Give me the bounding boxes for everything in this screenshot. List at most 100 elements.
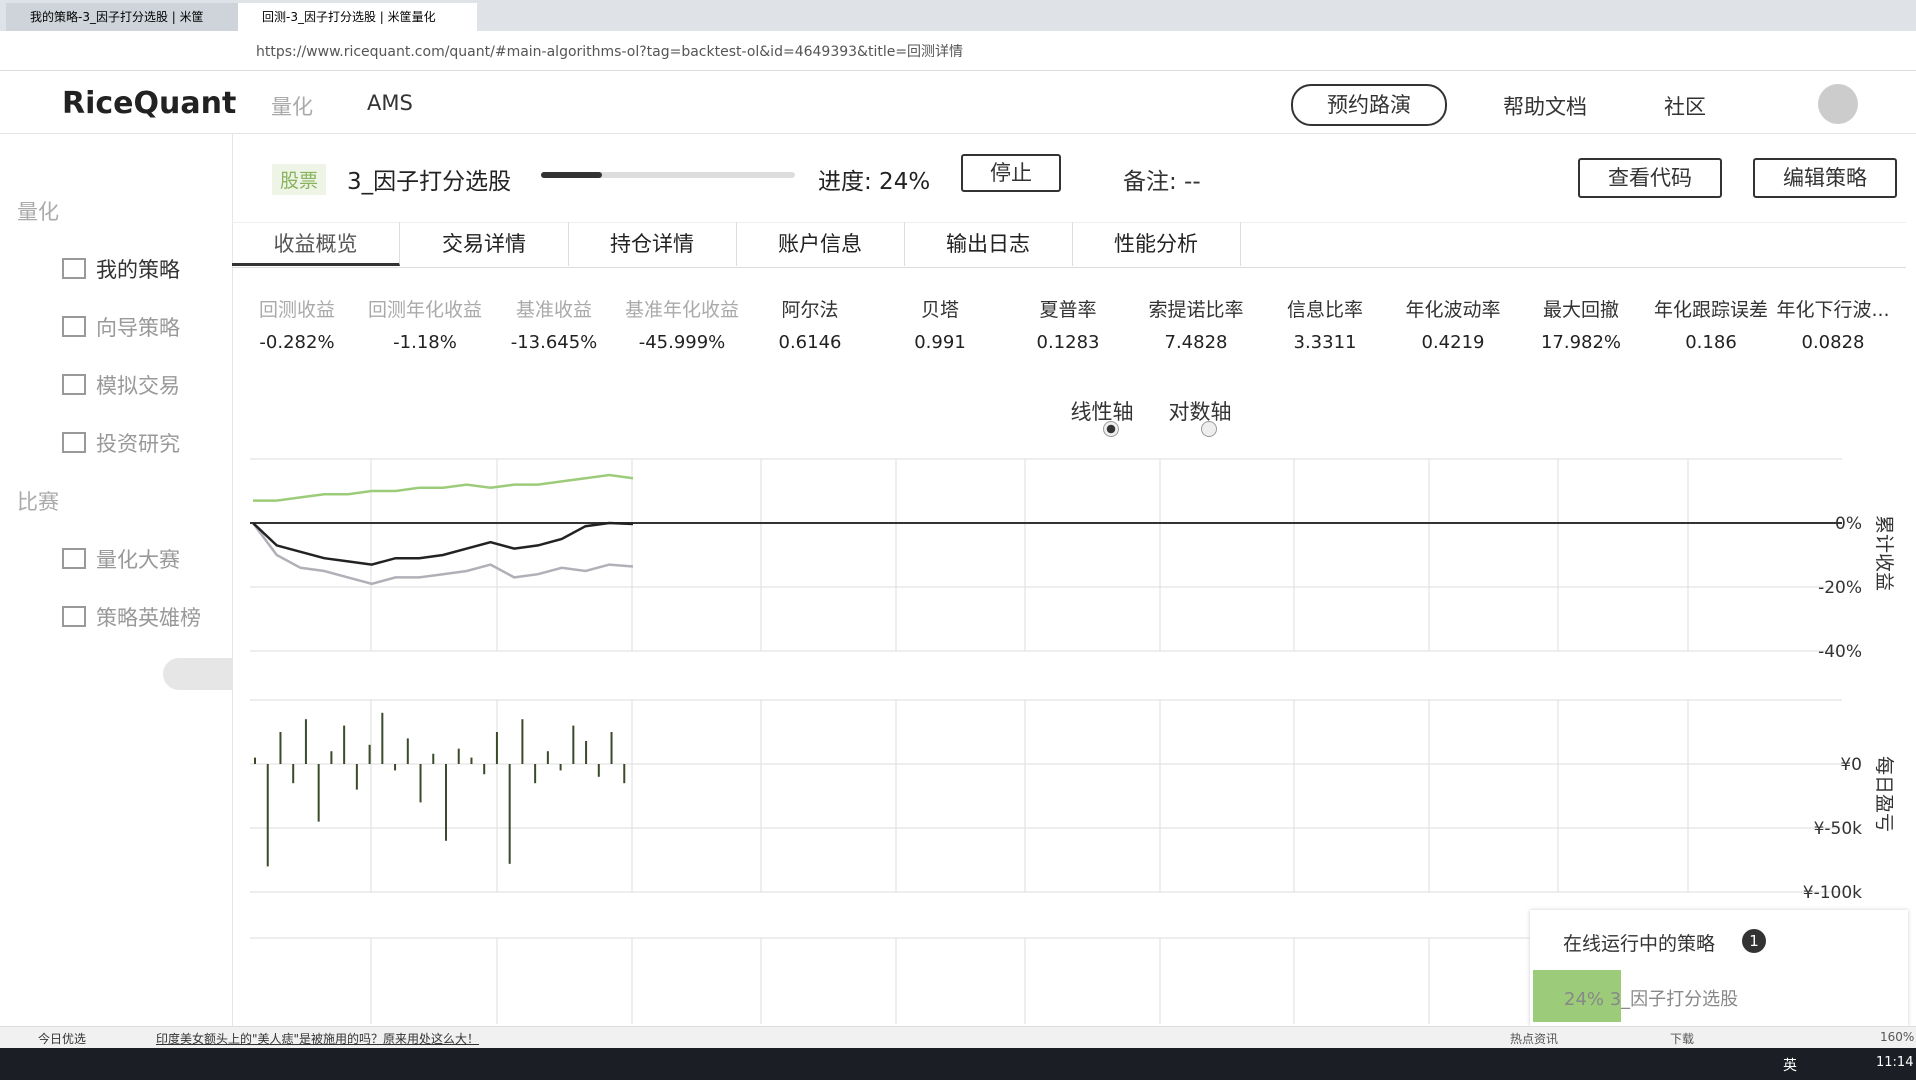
bar	[394, 764, 397, 771]
sidebar-icon[interactable]	[62, 258, 86, 279]
bar	[292, 764, 295, 784]
metric-label: 回测收益	[258, 299, 335, 321]
y-tick-label: ¥0	[1840, 755, 1862, 775]
sidebar-icon[interactable]	[62, 606, 86, 627]
bar	[585, 740, 588, 764]
tab[interactable]: 收益概览	[232, 222, 400, 266]
bar	[330, 751, 333, 764]
metric-value: 17.982%	[1540, 332, 1622, 353]
help-link[interactable]: 帮助文档	[1503, 95, 1587, 119]
bar	[406, 738, 409, 764]
bar	[534, 764, 537, 784]
tab[interactable]: 交易详情	[400, 222, 569, 266]
axis-toggle-label[interactable]: 线性轴	[1070, 400, 1134, 424]
tab[interactable]: 持仓详情	[568, 222, 737, 266]
sidebar-item[interactable]: 量化大赛	[96, 548, 180, 572]
bar	[597, 764, 600, 777]
sidebar-icon[interactable]	[62, 548, 86, 569]
bar	[470, 757, 473, 764]
bar	[368, 744, 371, 764]
sidebar-item[interactable]: 投资研究	[96, 432, 180, 456]
logo[interactable]: RiceQuant	[62, 86, 237, 121]
y-tick-label: 0%	[1835, 514, 1862, 534]
tag: 股票	[272, 164, 327, 195]
divider	[0, 133, 1916, 134]
metric-value: 0.991	[914, 332, 966, 353]
status-zoom[interactable]: 160%	[1880, 1030, 1915, 1044]
metric-value: 0.4219	[1421, 332, 1485, 353]
status-news[interactable]: 印度美女额头上的"美人痣"是被施用的吗？原来用处这么大！	[156, 1032, 480, 1046]
progress-track	[541, 172, 795, 178]
view-code-button[interactable]: 查看代码	[1578, 158, 1722, 198]
series-line	[252, 521, 634, 566]
online-item[interactable]: 24% 3_因子打分选股	[1564, 989, 1739, 1010]
metric-label: 基准年化收益	[624, 299, 739, 321]
bar	[343, 725, 346, 764]
axis-toggle-radio[interactable]	[1103, 421, 1119, 437]
bar	[419, 764, 422, 803]
y-tick-label: ¥-50k	[1814, 819, 1863, 839]
bar	[572, 725, 575, 764]
sidebar-section: 量化	[17, 200, 59, 224]
status-hot[interactable]: 热点资讯	[1510, 1032, 1559, 1046]
online-item-progress	[1533, 970, 1621, 1022]
address-bar[interactable]	[0, 31, 1916, 71]
sidebar-item[interactable]: 我的策略	[96, 258, 180, 282]
bar	[432, 753, 435, 764]
series-line	[251, 522, 634, 586]
avatar[interactable]	[1818, 84, 1858, 124]
metric-label: 年化波动率	[1405, 299, 1501, 321]
metric-value: -13.645%	[510, 332, 598, 353]
tab-strip	[232, 222, 1906, 268]
sidebar-item[interactable]: 策略英雄榜	[96, 606, 201, 630]
tab[interactable]: 输出日志	[904, 222, 1073, 266]
metric-label: 贝塔	[920, 299, 959, 321]
bar	[623, 764, 626, 784]
axis-toggle-label[interactable]: 对数轴	[1168, 400, 1232, 424]
tab[interactable]: 账户信息	[736, 222, 905, 266]
ime[interactable]: 英	[1783, 1058, 1797, 1074]
metric-label: 回测年化收益	[367, 299, 482, 321]
metric-label: 索提诺比率	[1148, 299, 1244, 321]
community-link[interactable]: 社区	[1664, 95, 1706, 119]
progress-bar	[541, 172, 602, 178]
url[interactable]: https://www.ricequant.com/quant/#main-al…	[256, 44, 964, 60]
metric-label: 年化跟踪误差	[1653, 299, 1768, 321]
y-tick-label: -40%	[1818, 642, 1862, 662]
bar	[508, 764, 511, 864]
nav-item[interactable]: 量化	[271, 95, 313, 119]
browser-tab[interactable]: 回测-3_因子打分选股 | 米筐量化	[238, 3, 477, 31]
bar	[559, 764, 562, 771]
sidebar-icon[interactable]	[62, 374, 86, 395]
taskbar	[0, 1048, 1916, 1080]
bar	[355, 764, 358, 790]
browser-tab[interactable]: 我的策略-3_因子打分选股 | 米筐	[6, 3, 255, 31]
axis-toggle-radio[interactable]	[1201, 421, 1217, 437]
sidebar-icon[interactable]	[62, 432, 86, 453]
y-axis-title: 累计收益	[1873, 515, 1895, 591]
status-left: 今日优选	[38, 1032, 87, 1046]
metric-value: -0.282%	[259, 332, 335, 353]
y-tick-label: -20%	[1818, 578, 1862, 598]
nav-item[interactable]: AMS	[367, 91, 413, 115]
sidebar-icon[interactable]	[62, 316, 86, 337]
online-title: 在线运行中的策略	[1563, 933, 1716, 955]
stop-button[interactable]: 停止	[961, 154, 1061, 192]
status-download[interactable]: 下载	[1670, 1032, 1695, 1046]
tab[interactable]: 性能分析	[1072, 222, 1241, 266]
y-axis-title: 每日盈亏	[1873, 756, 1895, 832]
roadshow-button[interactable]: 预约路演	[1291, 84, 1447, 126]
collapse-button[interactable]	[163, 658, 232, 690]
metric-value: 0.1283	[1036, 332, 1100, 353]
series-line	[253, 473, 634, 502]
sidebar-item[interactable]: 模拟交易	[96, 374, 180, 398]
strategy-name: 3_因子打分选股	[347, 169, 512, 195]
metric-value: 0.0828	[1801, 332, 1865, 353]
metric-value: -1.18%	[393, 332, 457, 353]
clock: 11:14	[1876, 1055, 1914, 1070]
edit-button[interactable]: 编辑策略	[1753, 158, 1897, 198]
note: 备注: --	[1123, 169, 1201, 195]
sidebar-item[interactable]: 向导策略	[96, 316, 180, 340]
